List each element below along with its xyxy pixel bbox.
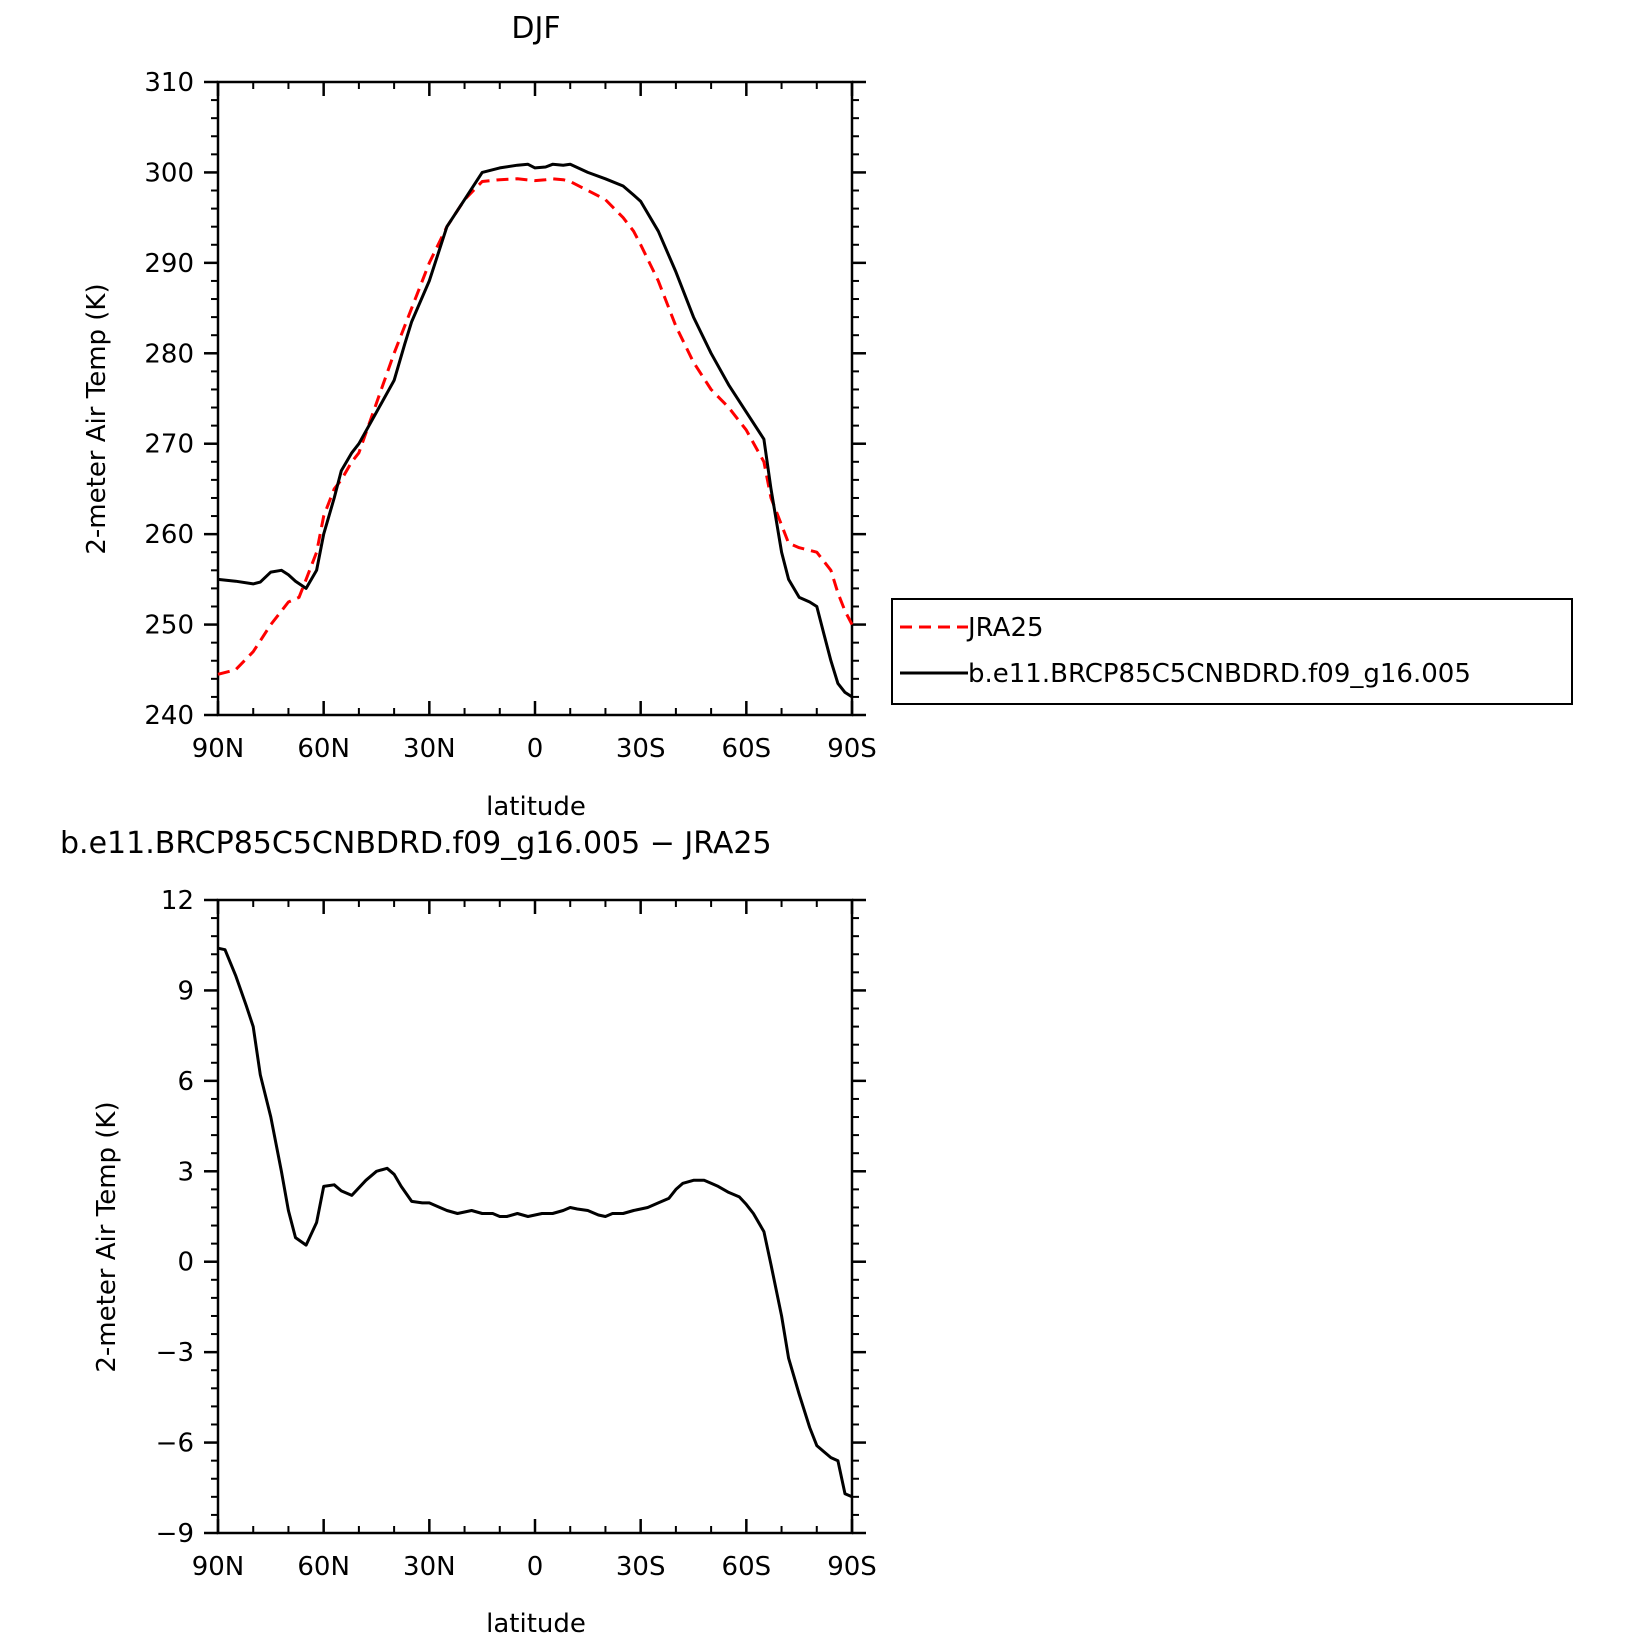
y-tick-label: 250 bbox=[144, 611, 194, 641]
top-axes: 90N 60N 30N 0 30S 60S 90S 240 250 260 270 280 290 300… bbox=[144, 68, 876, 764]
y-tick-label: −3 bbox=[156, 1338, 194, 1368]
legend-label-jra25: JRA25 bbox=[966, 613, 1044, 643]
x-tick-label: 90S bbox=[827, 1552, 877, 1582]
y-tick-label: 280 bbox=[144, 339, 194, 369]
x-tick-label: 30S bbox=[616, 734, 666, 764]
bottom-panel: b.e11.BRCP85C5CNBDRD.f09_g16.005 − JRA25… bbox=[60, 826, 877, 1639]
bottom-y-axis-label: 2-meter Air Temp (K) bbox=[92, 1101, 122, 1372]
x-tick-label: 90N bbox=[192, 734, 245, 764]
series-line-difference bbox=[217, 946, 853, 1499]
x-tick-label: 30N bbox=[403, 1552, 456, 1582]
bottom-axes: 90N 60N 30N 0 30S 60S 90S −9 −6 −3 0 3 6 9 12 bbox=[156, 886, 877, 1582]
top-series-lines bbox=[217, 162, 854, 699]
x-tick-label: 60N bbox=[297, 734, 350, 764]
y-tick-label: −6 bbox=[156, 1429, 194, 1459]
legend: JRA25 b.e11.BRCP85C5CNBDRD.f09_g16.005 bbox=[891, 598, 1573, 705]
top-x-axis-label: latitude bbox=[486, 792, 586, 822]
bottom-chart-title: b.e11.BRCP85C5CNBDRD.f09_g16.005 − JRA25 bbox=[60, 826, 772, 861]
bottom-x-axis-label: latitude bbox=[486, 1609, 586, 1639]
y-tick-label: 290 bbox=[144, 249, 194, 279]
top-panel: DJF latitude 2-meter Air Temp (K) 90N 60N… bbox=[82, 11, 877, 822]
x-tick-label: 90S bbox=[827, 734, 877, 764]
series-line-b-e11-brcp85c5cnbdrd-f09-g16-005 bbox=[217, 162, 853, 699]
x-tick-label: 0 bbox=[527, 734, 544, 764]
x-tick-label: 60N bbox=[297, 1552, 350, 1582]
bottom-series-lines bbox=[217, 946, 853, 1499]
y-tick-label: 240 bbox=[144, 701, 194, 731]
x-tick-label: 60S bbox=[722, 734, 772, 764]
top-chart-title: DJF bbox=[511, 11, 560, 46]
x-tick-label: 30S bbox=[616, 1552, 666, 1582]
x-tick-label: 0 bbox=[527, 1552, 544, 1582]
top-y-axis-label: 2-meter Air Temp (K) bbox=[82, 283, 112, 554]
y-tick-label: 300 bbox=[144, 158, 194, 188]
y-tick-label: 12 bbox=[161, 886, 194, 916]
y-tick-label: 9 bbox=[177, 976, 194, 1006]
plot-frame bbox=[216, 80, 854, 717]
x-tick-label: 90N bbox=[192, 1552, 245, 1582]
x-tick-label: 30N bbox=[403, 734, 456, 764]
y-tick-label: 6 bbox=[177, 1067, 194, 1097]
legend-box bbox=[891, 598, 1573, 705]
x-tick-label: 60S bbox=[722, 1552, 772, 1582]
y-tick-label: 260 bbox=[144, 520, 194, 550]
y-tick-label: 3 bbox=[177, 1157, 194, 1187]
y-tick-label: 310 bbox=[144, 68, 194, 98]
y-tick-label: −9 bbox=[156, 1519, 194, 1549]
legend-label-model: b.e11.BRCP85C5CNBDRD.f09_g16.005 bbox=[968, 659, 1471, 689]
y-tick-label: 0 bbox=[177, 1248, 194, 1278]
y-tick-label: 270 bbox=[144, 430, 194, 460]
